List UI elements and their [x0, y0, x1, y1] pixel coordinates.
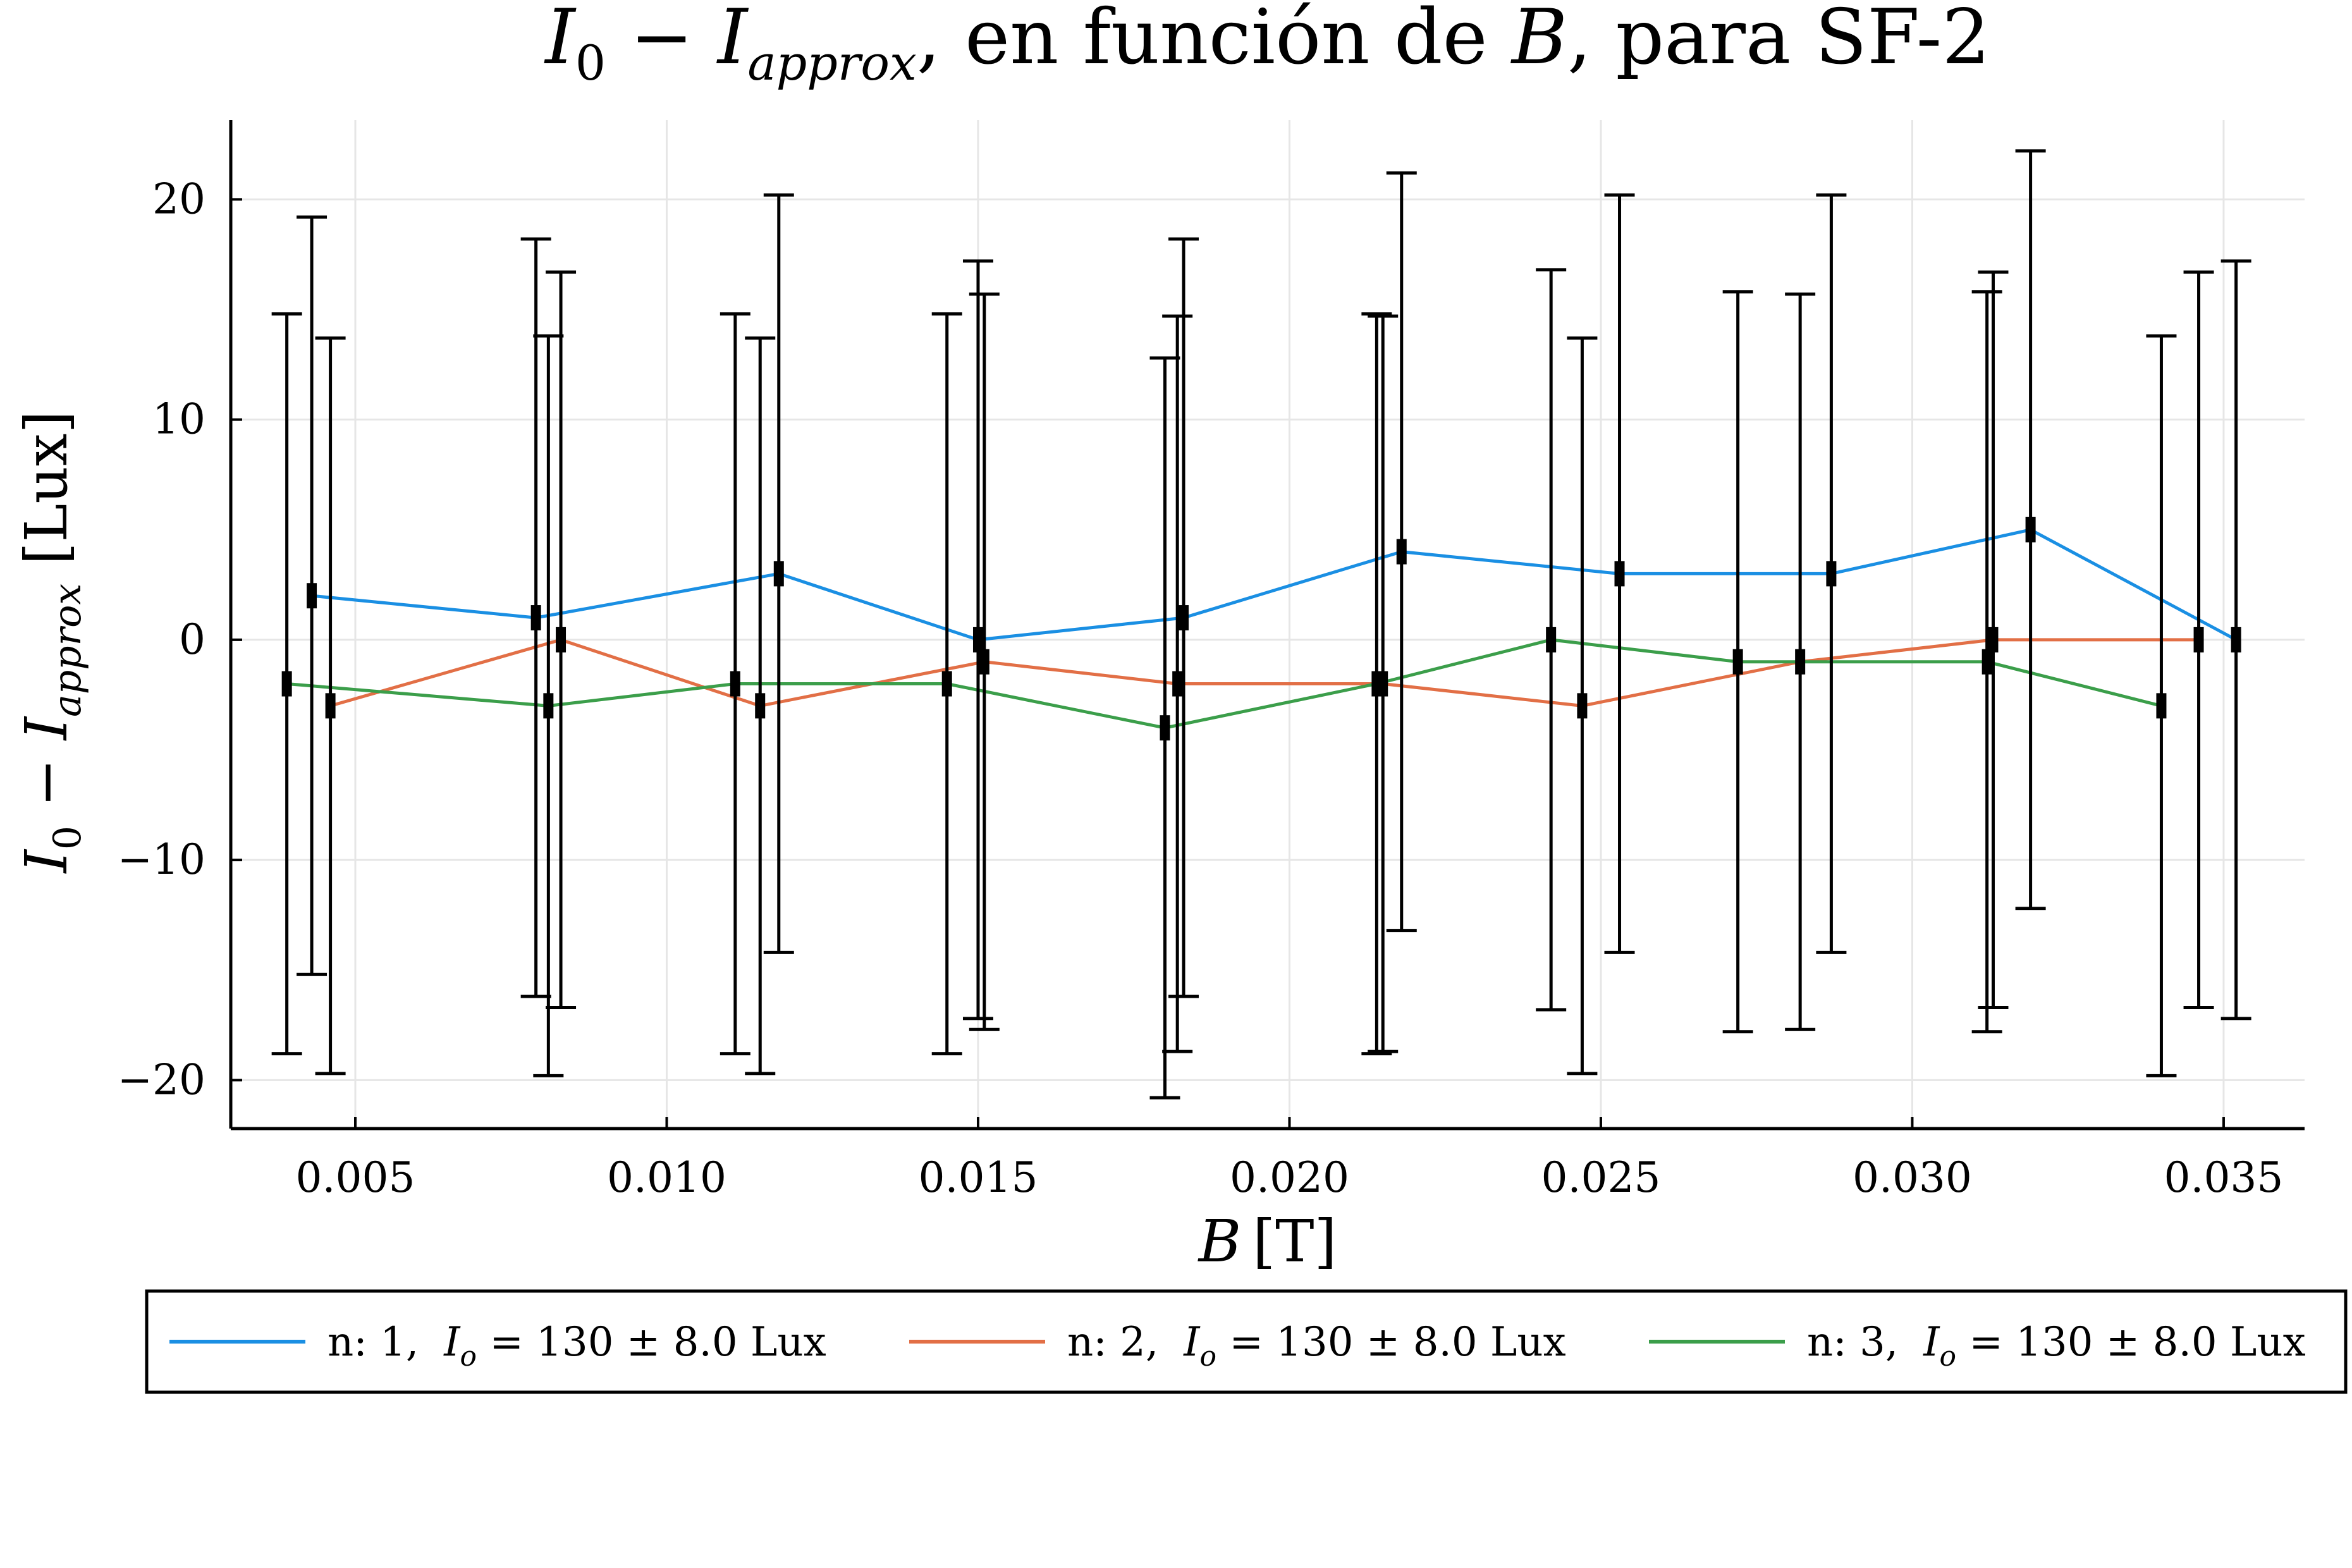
series-lines: [286, 528, 2237, 730]
axes: [229, 120, 2305, 1130]
x-tick-label-2: 0.015: [919, 1153, 1038, 1202]
data-point-marker: [1988, 627, 1999, 652]
grid: [231, 120, 2305, 1129]
series-line-2: [329, 638, 2199, 707]
data-point-marker: [972, 627, 983, 652]
data-point-marker: [543, 693, 554, 719]
x-tick-labels: 0.005 0.010 0.015 0.020 0.025 0.030 0.035: [296, 1153, 2284, 1202]
errorbar-s1-2: [520, 237, 551, 998]
errorbar-s1-10: [2220, 259, 2251, 1020]
errorbar-s3-4: [931, 312, 962, 1056]
data-point-marker: [1546, 627, 1557, 652]
data-point-marker: [773, 561, 784, 587]
data-point-marker: [941, 671, 952, 697]
data-point-marker: [1172, 671, 1183, 697]
errorbar-s1-1: [297, 215, 328, 976]
series-line-3: [286, 638, 2162, 730]
errorbar-s2-4: [969, 292, 1000, 1031]
errorbar-s1-6: [1386, 171, 1417, 933]
errorbar-s1-9: [2015, 149, 2046, 910]
data-point-marker: [1981, 649, 1992, 675]
errorbar-s3-3: [720, 312, 750, 1056]
data-point-marker: [2231, 627, 2241, 652]
series-line-1: [311, 528, 2237, 642]
errorbar-s2-9: [1978, 270, 2009, 1009]
data-point-marker: [2193, 627, 2204, 652]
y-tick-label-2: 0: [179, 615, 205, 664]
errorbar-s1-4: [962, 259, 993, 1020]
data-point-marker: [307, 583, 317, 609]
data-point-marker: [1371, 671, 1382, 697]
x-tick-label-0: 0.005: [296, 1153, 415, 1202]
data-point-marker: [325, 693, 336, 719]
legend-item-1: n: 1, Io = 130 ± 8.0 Lux: [169, 1319, 826, 1373]
legend-label: n: 1, Io = 130 ± 8.0 Lux: [328, 1319, 826, 1373]
errorbar-s2-8: [1785, 292, 1816, 1031]
y-tick-label-4: 20: [152, 175, 205, 223]
errorbar-s3-6: [1361, 312, 1392, 1056]
errorbar-s3-7: [1536, 268, 1567, 1012]
legend: n: 1, Io = 130 ± 8.0 Lux n: 2, Io = 130 ± 8…: [145, 1289, 2348, 1394]
y-tick-labels: −20 −10 0 10 20: [118, 175, 205, 1104]
x-tick-label-3: 0.020: [1230, 1153, 1349, 1202]
data-point-marker: [1179, 605, 1189, 631]
data-point-marker: [530, 605, 541, 631]
data-point-marker: [1795, 649, 1806, 675]
x-tick-label-5: 0.030: [1853, 1153, 1972, 1202]
errorbar-s2-3: [745, 336, 776, 1075]
data-point-marker: [556, 627, 567, 652]
errorbar-s2-2: [546, 270, 577, 1009]
errorbar-s3-10: [2146, 334, 2177, 1077]
x-axis-label: B [T]: [1197, 1208, 1337, 1275]
errorbar-s2-5: [1162, 314, 1193, 1053]
data-point-marker: [1577, 693, 1588, 719]
data-point-marker: [1614, 561, 1625, 587]
data-point-marker: [2156, 693, 2167, 719]
data-point-marker: [281, 671, 292, 697]
y-tick-label-3: 10: [152, 395, 205, 444]
errorbar-s3-9: [1971, 290, 2002, 1034]
data-point-marker: [1732, 649, 1743, 675]
data-point-marker: [755, 693, 766, 719]
data-point-marker: [2025, 517, 2036, 542]
legend-label: n: 2, Io = 130 ± 8.0 Lux: [1067, 1319, 1566, 1373]
legend-item-2: n: 2, Io = 130 ± 8.0 Lux: [909, 1319, 1566, 1373]
data-point-marker: [979, 649, 989, 675]
errorbar-s1-7: [1604, 193, 1635, 954]
errorbar-s3-2: [533, 334, 564, 1077]
y-axis-label: I0 − Iapprox [Lux]: [13, 411, 90, 874]
errorbar-s2-7: [1567, 336, 1598, 1075]
legend-box: [145, 1289, 2348, 1394]
errorbar-s1-5: [1168, 237, 1199, 998]
y-tick-label-0: −20: [118, 1055, 205, 1104]
errorbar-s1-3: [763, 193, 794, 954]
data-point-marker: [1160, 715, 1170, 741]
data-point-marker: [730, 671, 740, 697]
errorbar-s2-10: [2183, 270, 2214, 1009]
chart-title: I0 − Iapprox, en función de B, para SF-2: [544, 0, 1990, 91]
data-point-marker: [1396, 539, 1407, 565]
x-tick-label-4: 0.025: [1541, 1153, 1660, 1202]
data-point-marker: [1826, 561, 1837, 587]
legend-item-3: n: 3, Io = 130 ± 8.0 Lux: [1649, 1319, 2306, 1373]
legend-label: n: 3, Io = 130 ± 8.0 Lux: [1807, 1319, 2306, 1373]
errorbar-s2-1: [315, 336, 346, 1075]
error-bars: [271, 149, 2251, 1099]
x-tick-label-6: 0.035: [2164, 1153, 2283, 1202]
errorbar-s3-5: [1149, 356, 1180, 1099]
errorbar-s3-1: [271, 312, 302, 1056]
x-tick-label-1: 0.010: [607, 1153, 726, 1202]
errorbar-s3-8: [1722, 290, 1753, 1034]
errorbar-s1-8: [1816, 193, 1847, 954]
y-tick-label-1: −10: [118, 835, 205, 884]
